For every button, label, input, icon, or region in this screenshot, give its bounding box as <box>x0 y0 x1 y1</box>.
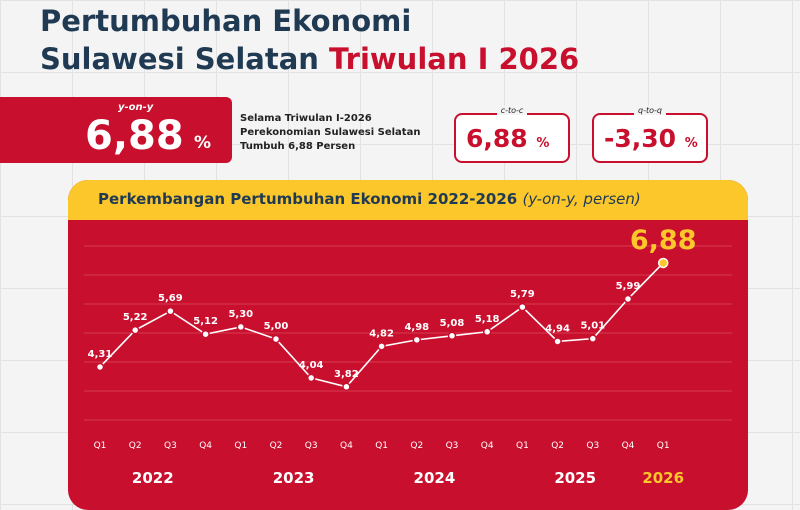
yoy-description-line-1: Selama Triwulan I-2026 <box>240 113 372 124</box>
data-label: 5,99 <box>616 281 641 292</box>
x-tick-label: Q4 <box>481 441 494 451</box>
data-label: 6,88 <box>630 225 697 256</box>
x-tick-label: Q1 <box>94 441 107 451</box>
data-label: 4,31 <box>88 349 113 360</box>
title-line-2-accent: Triwulan I 2026 <box>329 42 580 76</box>
ctc-box: c-to-c 6,88 % <box>454 106 570 163</box>
year-label: 2023 <box>273 469 315 487</box>
data-label: 5,01 <box>580 321 605 332</box>
data-point <box>201 329 210 339</box>
x-tick-label: Q4 <box>340 441 353 451</box>
data-point <box>518 302 527 312</box>
data-label: 5,30 <box>228 309 253 320</box>
data-point <box>95 362 105 372</box>
data-label: 4,98 <box>404 322 429 333</box>
year-label: 2022 <box>132 469 174 487</box>
x-tick-label: Q2 <box>410 441 423 451</box>
data-point <box>482 327 492 337</box>
yoy-value: 6,88 <box>85 113 184 159</box>
year-label: 2025 <box>554 469 596 487</box>
yoy-description-line-2: Perekonomian Sulawesi Selatan <box>240 127 421 138</box>
qtq-percent-sign: % <box>684 136 698 151</box>
data-label: 5,22 <box>123 312 148 323</box>
data-point <box>306 373 316 383</box>
data-point <box>271 334 281 344</box>
x-tick-label: Q1 <box>234 441 247 451</box>
data-label: 5,18 <box>475 314 500 325</box>
x-tick-label: Q2 <box>551 441 564 451</box>
growth-line-chart: 4,31 5,22 5,69 5,12 5,30 5,00 4,04 3,82 4,82 4,98… <box>84 225 732 487</box>
x-tick-label: Q3 <box>586 441 599 451</box>
data-point <box>412 335 422 345</box>
x-tick-label: Q2 <box>129 441 142 451</box>
chart-title-suffix: (y-on-y, persen) <box>522 190 641 208</box>
data-label: 5,12 <box>193 316 218 327</box>
ctc-value: 6,88 <box>466 124 528 153</box>
title-line-2-main: Sulawesi Selatan <box>40 42 330 76</box>
yoy-label: y-on-y <box>118 102 154 113</box>
data-point <box>623 294 633 304</box>
data-label: 3,82 <box>334 369 359 380</box>
data-point <box>377 342 386 351</box>
data-point <box>588 334 598 343</box>
chart-header: Perkembangan Pertumbuhan Ekonomi 2022-20… <box>68 180 748 220</box>
data-label: 4,04 <box>299 360 324 371</box>
yoy-description: Selama Triwulan I-2026 Perekonomian Sula… <box>240 112 420 154</box>
x-tick-label: Q1 <box>375 441 388 451</box>
data-label: 5,08 <box>440 318 465 329</box>
data-label: 4,82 <box>369 328 394 339</box>
yoy-description-line-3: Tumbuh 6,88 Persen <box>240 141 356 152</box>
data-point <box>657 257 669 269</box>
qtq-label: q-to-q <box>634 106 666 115</box>
qtq-value-wrap: -3,30 % <box>604 124 698 159</box>
x-tick-label: Q3 <box>164 441 177 451</box>
data-point <box>130 325 140 335</box>
qtq-box: q-to-q -3,30 % <box>592 106 708 163</box>
chart-title: Perkembangan Pertumbuhan Ekonomi 2022-20… <box>98 190 641 208</box>
data-point <box>236 322 246 332</box>
series-line <box>99 262 664 388</box>
data-label: 5,79 <box>510 289 535 300</box>
data-point <box>447 331 457 341</box>
x-tick-label: Q4 <box>199 441 212 451</box>
data-label: 5,00 <box>264 321 289 332</box>
year-label: 2024 <box>414 469 456 487</box>
chart-card: Perkembangan Pertumbuhan Ekonomi 2022-20… <box>68 180 748 510</box>
page-title: Pertumbuhan Ekonomi Sulawesi Selatan Tri… <box>40 2 579 78</box>
data-label: 5,69 <box>158 293 183 304</box>
x-tick-label: Q1 <box>657 441 670 451</box>
yoy-highlight-box: y-on-y 6,88 % <box>0 97 232 163</box>
data-point <box>342 382 351 392</box>
title-line-2: Sulawesi Selatan Triwulan I 2026 <box>40 40 579 78</box>
ctc-percent-sign: % <box>536 136 550 151</box>
x-tick-label: Q3 <box>305 441 318 451</box>
x-tick-label: Q3 <box>446 441 459 451</box>
x-tick-label: Q2 <box>270 441 283 451</box>
ctc-value-wrap: 6,88 % <box>466 124 549 159</box>
qtq-value: -3,30 <box>604 124 677 153</box>
title-line-1: Pertumbuhan Ekonomi <box>40 4 412 38</box>
data-label: 4,94 <box>545 323 570 334</box>
x-tick-label: Q1 <box>516 441 529 451</box>
year-label: 2026 <box>642 469 684 487</box>
chart-title-text: Perkembangan Pertumbuhan Ekonomi 2022-20… <box>98 190 518 208</box>
x-tick-label: Q4 <box>622 441 635 451</box>
data-point <box>553 337 562 346</box>
ctc-label: c-to-c <box>496 106 528 115</box>
yoy-percent-sign: % <box>194 133 212 153</box>
data-point <box>166 306 175 316</box>
